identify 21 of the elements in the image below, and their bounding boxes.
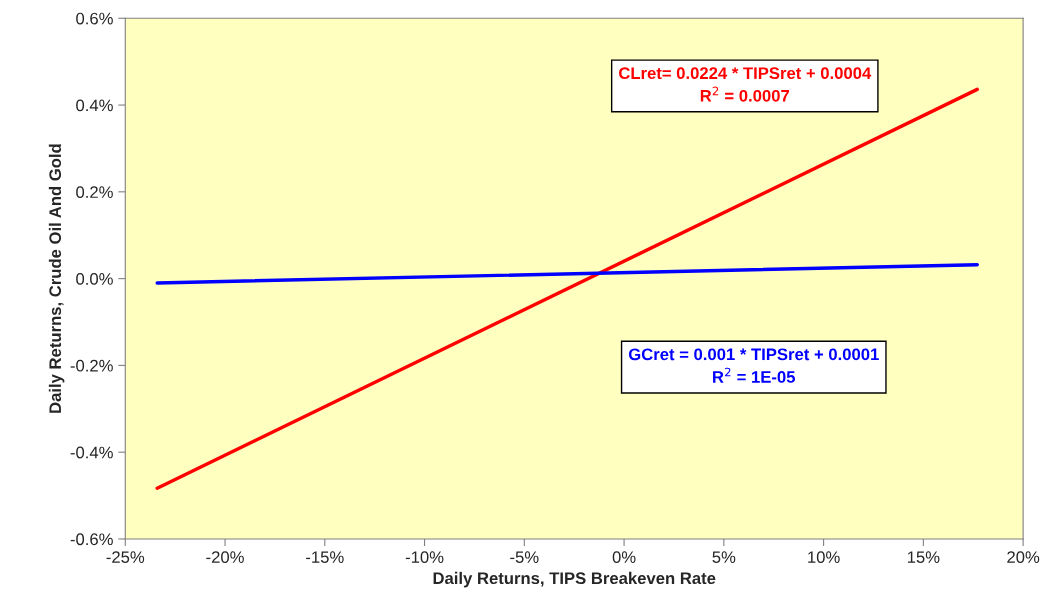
x-tick-label: 15% bbox=[907, 551, 940, 564]
x-axis-title: Daily Returns, TIPS Breakeven Rate bbox=[433, 571, 716, 588]
annotation: GCret = 0.001 * TIPSret + 0.0001 R$^{2}$ = 1E-05 bbox=[628, 348, 879, 383]
y-tick-label: 0.0% bbox=[76, 273, 113, 285]
x-tick-label: -5% bbox=[510, 551, 539, 564]
x-tick-label: 20% bbox=[1007, 551, 1040, 564]
y-tick-label: 0.4% bbox=[76, 99, 113, 112]
x-tick-label: -15% bbox=[306, 551, 344, 564]
annotation: CLret= 0.0224 * TIPSret + 0.0004 R$^{2}$ = 0.0007 bbox=[619, 67, 872, 102]
y-tick-label: -0.6% bbox=[70, 533, 113, 546]
y-tick-label: -0.4% bbox=[70, 446, 113, 459]
x-tick-label: 10% bbox=[808, 551, 840, 564]
x-tick-label: 0% bbox=[612, 551, 636, 564]
y-axis-title: Daily Returns, Crude Oil And Gold bbox=[48, 144, 65, 413]
y-tick-label: -0.2% bbox=[70, 359, 113, 372]
x-tick-label: -25% bbox=[106, 551, 145, 564]
x-tick-label: -20% bbox=[206, 551, 244, 564]
x-tick-label: -10% bbox=[405, 551, 444, 564]
y-tick-label: 0.6% bbox=[76, 12, 113, 25]
x-tick-label: 5% bbox=[712, 551, 736, 564]
y-tick-label: 0.2% bbox=[76, 186, 113, 199]
